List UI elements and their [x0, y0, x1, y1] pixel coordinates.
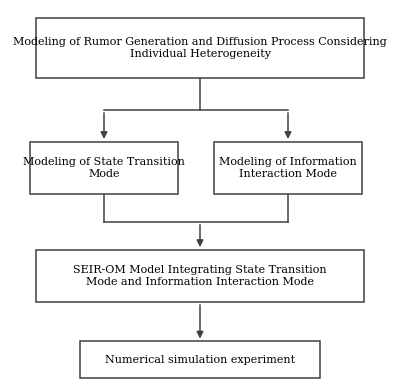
FancyBboxPatch shape: [80, 341, 320, 378]
Text: Modeling of Rumor Generation and Diffusion Process Considering
Individual Hetero: Modeling of Rumor Generation and Diffusi…: [13, 37, 387, 59]
Text: Numerical simulation experiment: Numerical simulation experiment: [105, 355, 295, 365]
Text: SEIR-OM Model Integrating State Transition
Mode and Information Interaction Mode: SEIR-OM Model Integrating State Transiti…: [73, 265, 327, 287]
FancyBboxPatch shape: [36, 250, 364, 302]
FancyBboxPatch shape: [214, 142, 362, 194]
Text: Modeling of Information
Interaction Mode: Modeling of Information Interaction Mode: [219, 157, 357, 179]
FancyBboxPatch shape: [30, 142, 178, 194]
Text: Modeling of State Transition
Mode: Modeling of State Transition Mode: [23, 157, 185, 179]
FancyBboxPatch shape: [36, 18, 364, 78]
